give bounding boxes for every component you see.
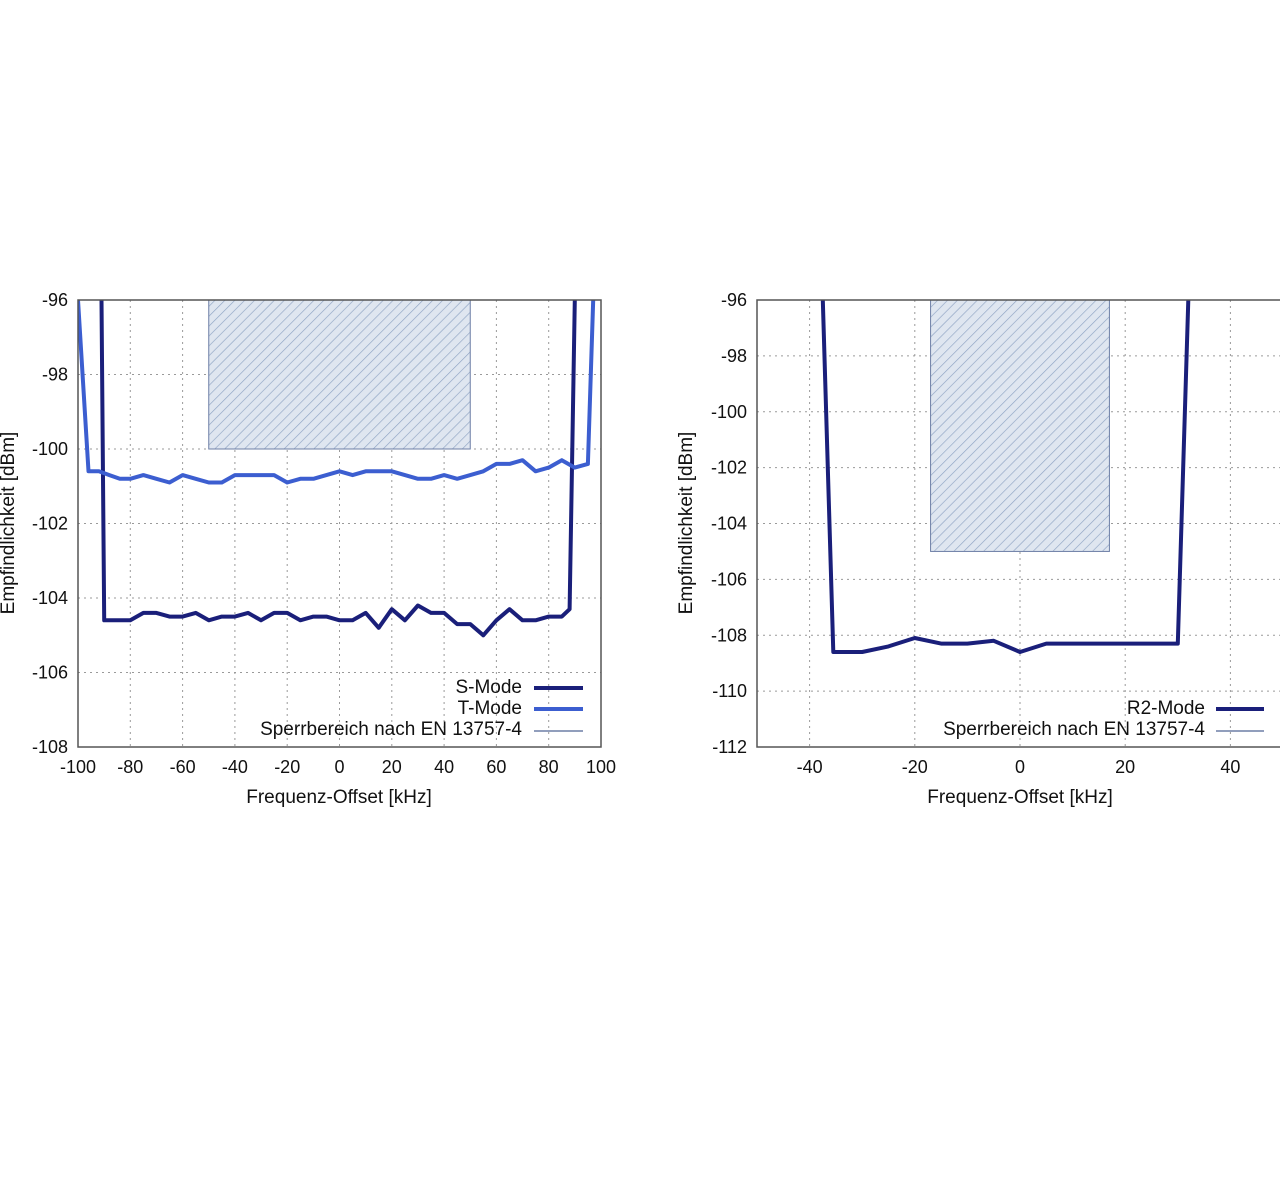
y-tick-label: -98 [721, 346, 747, 366]
x-tick-label: -60 [170, 757, 196, 777]
ticks-right: -40 -20 0 20 40 -96 -98 -100 -102 -104 -106 -108 -11… [711, 290, 1240, 777]
x-tick-label: 80 [539, 757, 559, 777]
legend-right: R2-Mode Sperrbereich nach EN 13757-4 [943, 698, 1264, 740]
y-tick-label: -96 [42, 290, 68, 310]
y-tick-label: -100 [32, 439, 68, 459]
grid-left [78, 300, 601, 747]
chart-left: -100 -80 -60 -40 -20 0 20 40 60 80 100-96-98-100-1… [0, 290, 616, 808]
y-tick-label: -102 [711, 458, 747, 478]
sperrbereich-region [930, 299, 1110, 552]
plot-frame-right [756, 299, 1280, 748]
legend-label-r2-mode: R2-Mode [1127, 698, 1205, 719]
y-tick-label: -108 [711, 625, 747, 645]
x-tick-label: 20 [382, 757, 402, 777]
sperrbereich-right [930, 299, 1110, 552]
y-axis-label-right: Empfindlichkeit [dBm] [676, 432, 697, 615]
y-tick-label: -104 [711, 514, 747, 534]
sperrbereich-left [208, 299, 471, 450]
x-tick-label: -20 [274, 757, 300, 777]
y-tick-label: -100 [711, 402, 747, 422]
x-tick-label: 0 [334, 757, 344, 777]
plot-frame-left [77, 299, 602, 748]
x-tick-label: -40 [222, 757, 248, 777]
x-tick-label: 20 [1115, 757, 1135, 777]
y-axis-label-left: Empfindlichkeit [dBm] [0, 432, 19, 615]
y-tick-label: -104 [32, 588, 68, 608]
ticks-left: -100 -80 -60 -40 -20 0 20 40 60 80 100-96-98-100-1… [32, 290, 616, 777]
legend-left: S-Mode T-Mode Sperrbereich nach EN 13757… [260, 677, 583, 740]
x-tick-label: 40 [1220, 757, 1240, 777]
x-tick-label: 0 [1015, 757, 1025, 777]
x-tick-label: -40 [797, 757, 823, 777]
y-tick-label: -108 [32, 737, 68, 757]
x-axis-label-right: Frequenz-Offset [kHz] [927, 787, 1113, 808]
x-tick-label: 40 [434, 757, 454, 777]
legend-label-sperrbereich-right: Sperrbereich nach EN 13757-4 [943, 719, 1205, 740]
series-right [820, 300, 1191, 654]
series-line-s-mode [99, 300, 577, 638]
y-tick-label: -102 [32, 514, 68, 534]
x-tick-label: -20 [902, 757, 928, 777]
series-line-t-mode [78, 300, 596, 485]
x-tick-label: -80 [117, 757, 143, 777]
y-tick-label: -110 [712, 681, 747, 701]
x-tick-label: -100 [60, 757, 96, 777]
y-tick-label: -112 [712, 737, 747, 757]
y-tick-label: -106 [711, 569, 747, 589]
x-tick-label: 60 [486, 757, 506, 777]
legend-label-sperrbereich-left: Sperrbereich nach EN 13757-4 [260, 719, 522, 740]
chart-right: -40 -20 0 20 40 -96 -98 -100 -102 -104 -106 -108 -11… [676, 290, 1280, 808]
legend-label-s-mode: S-Mode [455, 677, 522, 698]
legend-label-t-mode: T-Mode [458, 698, 522, 719]
series-left [78, 300, 596, 638]
y-tick-label: -98 [42, 365, 68, 385]
sperrbereich-region [208, 299, 471, 450]
x-axis-label-left: Frequenz-Offset [kHz] [246, 787, 432, 808]
y-tick-label: -96 [721, 290, 747, 310]
series-line-r2-mode [820, 300, 1191, 654]
y-tick-label: -106 [32, 663, 68, 683]
x-tick-label: 100 [586, 757, 616, 777]
